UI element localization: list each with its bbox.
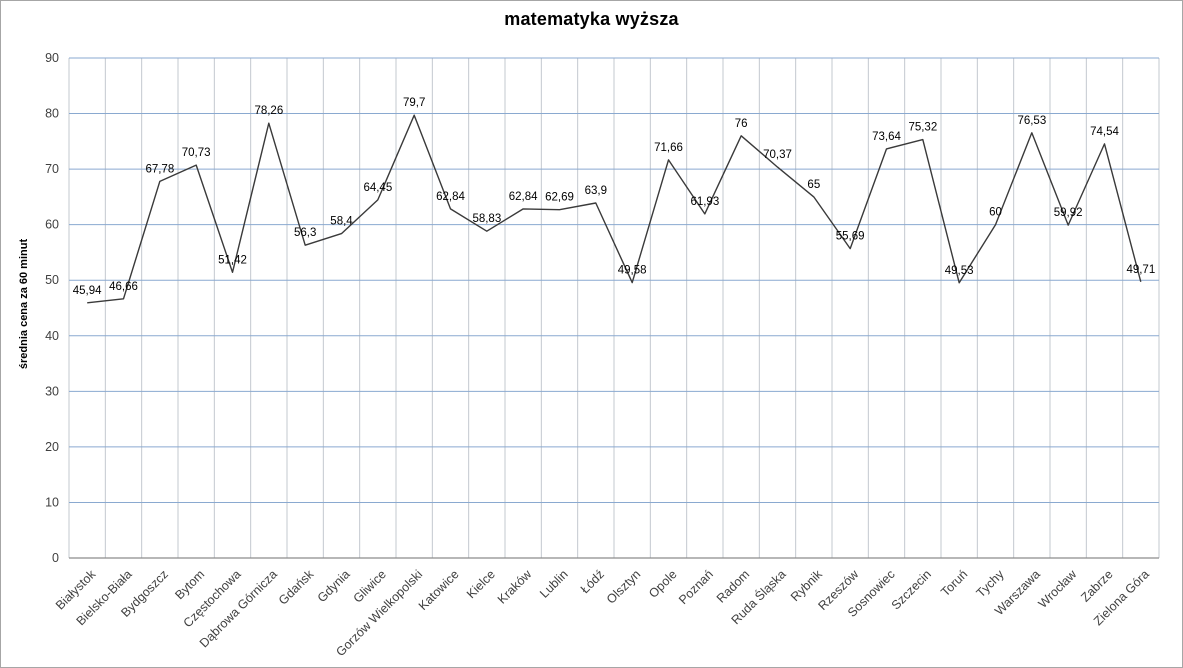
- data-label: 56,3: [294, 227, 316, 239]
- data-label: 75,32: [908, 122, 937, 134]
- y-tick-label: 70: [45, 162, 59, 176]
- data-label: 63,9: [585, 185, 607, 197]
- data-label: 45,94: [73, 285, 102, 297]
- data-label: 60: [989, 207, 1002, 219]
- x-tick-label: Gdańsk: [276, 567, 317, 608]
- x-tick-label: Szczecin: [889, 567, 934, 612]
- x-tick-label: Gdynia: [315, 567, 353, 605]
- y-tick-label: 50: [45, 273, 59, 287]
- data-label: 64,45: [363, 182, 392, 194]
- data-label: 70,73: [182, 147, 211, 159]
- x-tick-label: Katowice: [416, 567, 462, 613]
- data-label: 62,84: [436, 191, 465, 203]
- data-label: 62,69: [545, 192, 574, 204]
- y-tick-label: 30: [45, 384, 59, 398]
- x-tick-label: Bytom: [172, 567, 207, 602]
- x-tick-label: Poznań: [676, 567, 716, 607]
- y-tick-label: 90: [45, 51, 59, 65]
- y-tick-label: 40: [45, 329, 59, 343]
- x-tick-label: Tychy: [974, 567, 1008, 601]
- series-line: [87, 114, 1142, 304]
- x-tick-label: Kraków: [495, 567, 535, 607]
- data-label: 58,83: [472, 213, 501, 225]
- data-label: 62,84: [509, 191, 538, 203]
- x-tick-label: Lublin: [537, 567, 571, 601]
- y-tick-label: 80: [45, 107, 59, 121]
- data-label: 71,66: [654, 142, 683, 154]
- data-label: 49,53: [945, 265, 974, 277]
- chart-title: matematyka wyższa: [504, 9, 679, 29]
- data-label: 55,69: [836, 231, 865, 243]
- data-label: 51,42: [218, 254, 247, 266]
- data-label: 73,64: [872, 131, 901, 143]
- x-tick-label: Kielce: [464, 567, 498, 601]
- data-label: 59,92: [1054, 207, 1083, 219]
- data-label: 49,71: [1126, 264, 1155, 276]
- x-tick-label: Olsztyn: [604, 567, 643, 606]
- y-tick-label: 10: [45, 495, 59, 509]
- y-tick-label: 0: [52, 551, 59, 565]
- data-label: 79,7: [403, 97, 425, 109]
- data-label: 49,58: [618, 265, 647, 277]
- x-tick-label: Wrocław: [1036, 567, 1080, 611]
- data-label: 78,26: [254, 105, 283, 117]
- y-tick-label: 20: [45, 440, 59, 454]
- x-tick-label: Opole: [646, 567, 680, 601]
- y-tick-label: 60: [45, 218, 59, 232]
- data-label: 65: [807, 179, 820, 191]
- data-label: 46,66: [109, 281, 138, 293]
- x-tick-label: Toruń: [938, 567, 970, 599]
- data-label: 76: [735, 118, 748, 130]
- x-tick-label: Łódź: [578, 567, 607, 596]
- data-label: 67,78: [145, 163, 174, 175]
- data-label: 74,54: [1090, 126, 1119, 138]
- data-label: 70,37: [763, 149, 792, 161]
- data-label: 61,93: [690, 196, 719, 208]
- data-label: 76,53: [1017, 115, 1046, 127]
- data-label: 58,4: [330, 216, 353, 228]
